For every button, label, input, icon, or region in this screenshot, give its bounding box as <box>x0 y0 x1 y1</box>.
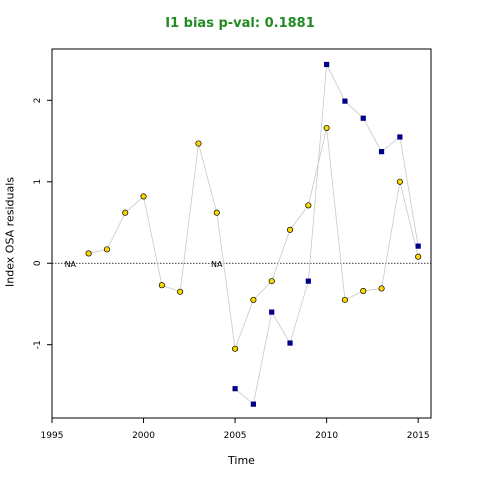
series-2-point <box>342 98 348 104</box>
series-1-point <box>103 246 110 253</box>
x-tick-label: 1995 <box>41 431 64 441</box>
series-1-point <box>360 287 367 294</box>
series-1-point <box>232 345 239 352</box>
series-points <box>85 61 422 407</box>
series-1-point <box>177 288 184 295</box>
series-1-point <box>250 296 257 303</box>
series-1-point <box>415 253 422 260</box>
y-tick-label: 2 <box>33 97 43 103</box>
chart-title: I1 bias p-val: 0.1881 <box>165 16 315 31</box>
series-2-point <box>232 386 238 392</box>
x-tick-label: 2005 <box>224 431 247 441</box>
series-1-point <box>213 209 220 216</box>
series-1-point <box>341 296 348 303</box>
x-tick-label: 2015 <box>407 431 430 441</box>
series-1-point <box>268 278 275 285</box>
na-label: NA <box>211 260 223 269</box>
series-2-point <box>415 243 421 249</box>
series-2-point <box>360 115 366 121</box>
plot-frame <box>51 48 432 419</box>
series-1-point <box>378 285 385 292</box>
series-1-point <box>396 178 403 185</box>
series-1-point <box>305 202 312 209</box>
series-1-point <box>286 226 294 233</box>
x-axis-label: Time <box>228 454 255 467</box>
x-tick-label: 2000 <box>132 431 155 441</box>
axes: 1995 2000 2005 2010 2015 -1 0 1 2 NA NA <box>33 97 431 441</box>
na-label: NA <box>65 260 77 269</box>
series-1-point <box>122 209 129 216</box>
y-tick-label: -1 <box>33 340 43 349</box>
series-2-point <box>324 61 330 68</box>
series-1-point <box>158 282 165 289</box>
series-2-point <box>378 149 385 155</box>
series-2-point <box>250 401 257 407</box>
series-1-point <box>323 124 330 132</box>
series-1-line <box>88 127 419 349</box>
series-1-point <box>85 250 92 257</box>
series-1-point <box>195 140 202 147</box>
series-lines <box>88 63 419 405</box>
series-1-point <box>140 193 147 200</box>
series-2-point <box>305 278 311 284</box>
x-tick-label: 2010 <box>315 431 338 441</box>
series-2-point <box>287 340 293 346</box>
series-2-point <box>269 309 275 315</box>
y-tick-label: 0 <box>33 260 43 266</box>
y-tick-label: 1 <box>33 179 43 185</box>
series-2-point <box>397 134 403 140</box>
